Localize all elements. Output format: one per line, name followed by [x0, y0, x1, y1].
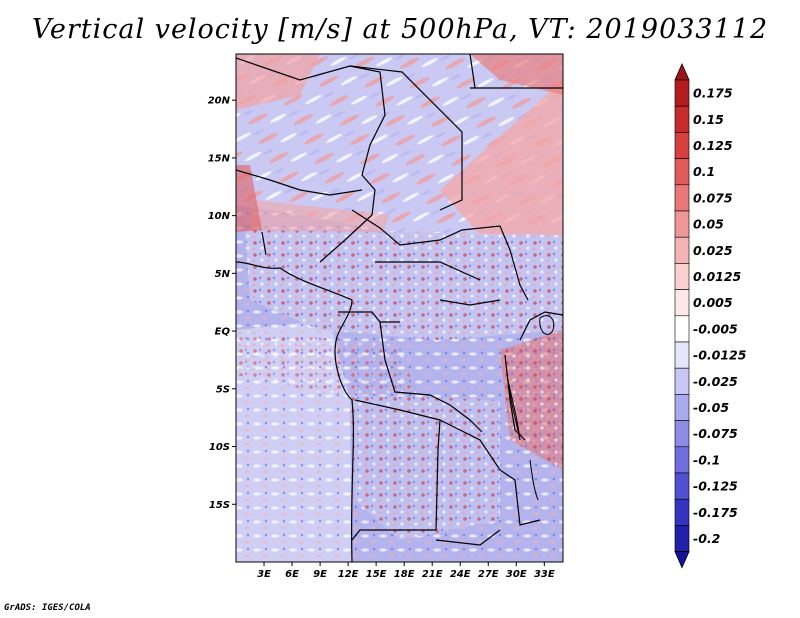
- colorbar-segment: [674, 184, 690, 212]
- colorbar: 0.175 0.15 0.125 0.1 0.075 0.05 0.025 0.0125 0.0…: [674, 63, 747, 569]
- colorbar-label: -0.05: [693, 400, 729, 415]
- colorbar-label: -0.025: [693, 374, 738, 389]
- colorbar-top-arrow: [674, 63, 690, 81]
- colorbar-label: -0.2: [693, 531, 720, 546]
- lat-tick-label: EQ: [215, 327, 231, 338]
- lon-tick-label: 12E: [338, 569, 359, 580]
- colorbar-label: 0.005: [693, 295, 733, 310]
- lat-tick-label: 20N: [208, 96, 231, 107]
- lat-tick-label: 10N: [208, 211, 231, 222]
- lat-tick-label: 10S: [209, 442, 230, 453]
- colorbar-segment: [674, 367, 690, 395]
- colorbar-segment: [674, 472, 690, 500]
- colorbar-label: -0.005: [693, 321, 738, 336]
- lon-tick-label: 24E: [450, 569, 471, 580]
- lon-tick-label: 9E: [313, 569, 327, 580]
- map-frame: [235, 53, 564, 563]
- colorbar-segment: [674, 498, 690, 526]
- colorbar-label: 0.05: [693, 217, 724, 232]
- vertical-velocity-field: [236, 54, 563, 562]
- colorbar-segment: [674, 525, 690, 552]
- colorbar-segment: [674, 394, 690, 421]
- colorbar-label: 0.125: [693, 138, 733, 153]
- lon-tick-label: 18E: [394, 569, 415, 580]
- colorbar-segment: [674, 289, 690, 317]
- colorbar-segment: [674, 315, 690, 343]
- colorbar-segment: [674, 446, 690, 474]
- colorbar-segment: [674, 79, 690, 107]
- lon-tick-label: 30E: [506, 569, 527, 580]
- colorbar-label: 0.15: [693, 112, 724, 127]
- colorbar-segment: [674, 210, 690, 238]
- lon-tick-label: 15E: [366, 569, 387, 580]
- colorbar-label: -0.1: [693, 452, 720, 467]
- colorbar-label: -0.0125: [693, 348, 747, 363]
- colorbar-label: 0.025: [693, 243, 733, 258]
- colorbar-label: -0.175: [693, 505, 738, 520]
- colorbar-label: -0.075: [693, 426, 738, 441]
- colorbar-segment: [674, 158, 690, 186]
- lon-tick-label: 27E: [478, 569, 499, 580]
- footer-credit: GrADS: IGES/COLA: [4, 603, 91, 613]
- lat-tick-label: 15N: [208, 153, 231, 164]
- colorbar-label: 0.075: [693, 190, 733, 205]
- lon-tick-label: 33E: [534, 569, 555, 580]
- lat-tick-label: 5N: [215, 269, 231, 280]
- colorbar-label: -0.125: [693, 479, 738, 494]
- colorbar-segment: [674, 263, 690, 290]
- colorbar-bottom-arrow: [674, 551, 690, 569]
- map-title: Vertical velocity [m/s] at 500hPa, VT: 2…: [31, 14, 769, 45]
- colorbar-segment: [674, 341, 690, 369]
- lon-tick-label: 6E: [285, 569, 299, 580]
- colorbar-segment: [674, 420, 690, 448]
- colorbar-segment: [674, 105, 690, 133]
- colorbar-segment: [674, 132, 690, 159]
- lat-tick-label: 5S: [216, 384, 230, 395]
- lat-tick-label: 15S: [209, 500, 230, 511]
- lakes: [507, 315, 555, 501]
- lon-tick-label: 3E: [257, 569, 271, 580]
- colorbar-label: 0.1: [693, 164, 715, 179]
- lon-tick-label: 21E: [422, 569, 443, 580]
- colorbar-label: 0.0125: [693, 269, 742, 284]
- colorbar-label: 0.175: [693, 86, 733, 101]
- country-boundaries: [236, 54, 563, 562]
- colorbar-segment: [674, 236, 690, 264]
- latitude-axis: 20N 15N 10N 5N EQ 5S 10S 15S: [208, 96, 236, 511]
- longitude-axis: 3E 6E 9E 12E 15E 18E 21E 24E 27E 30E 33E: [257, 562, 555, 580]
